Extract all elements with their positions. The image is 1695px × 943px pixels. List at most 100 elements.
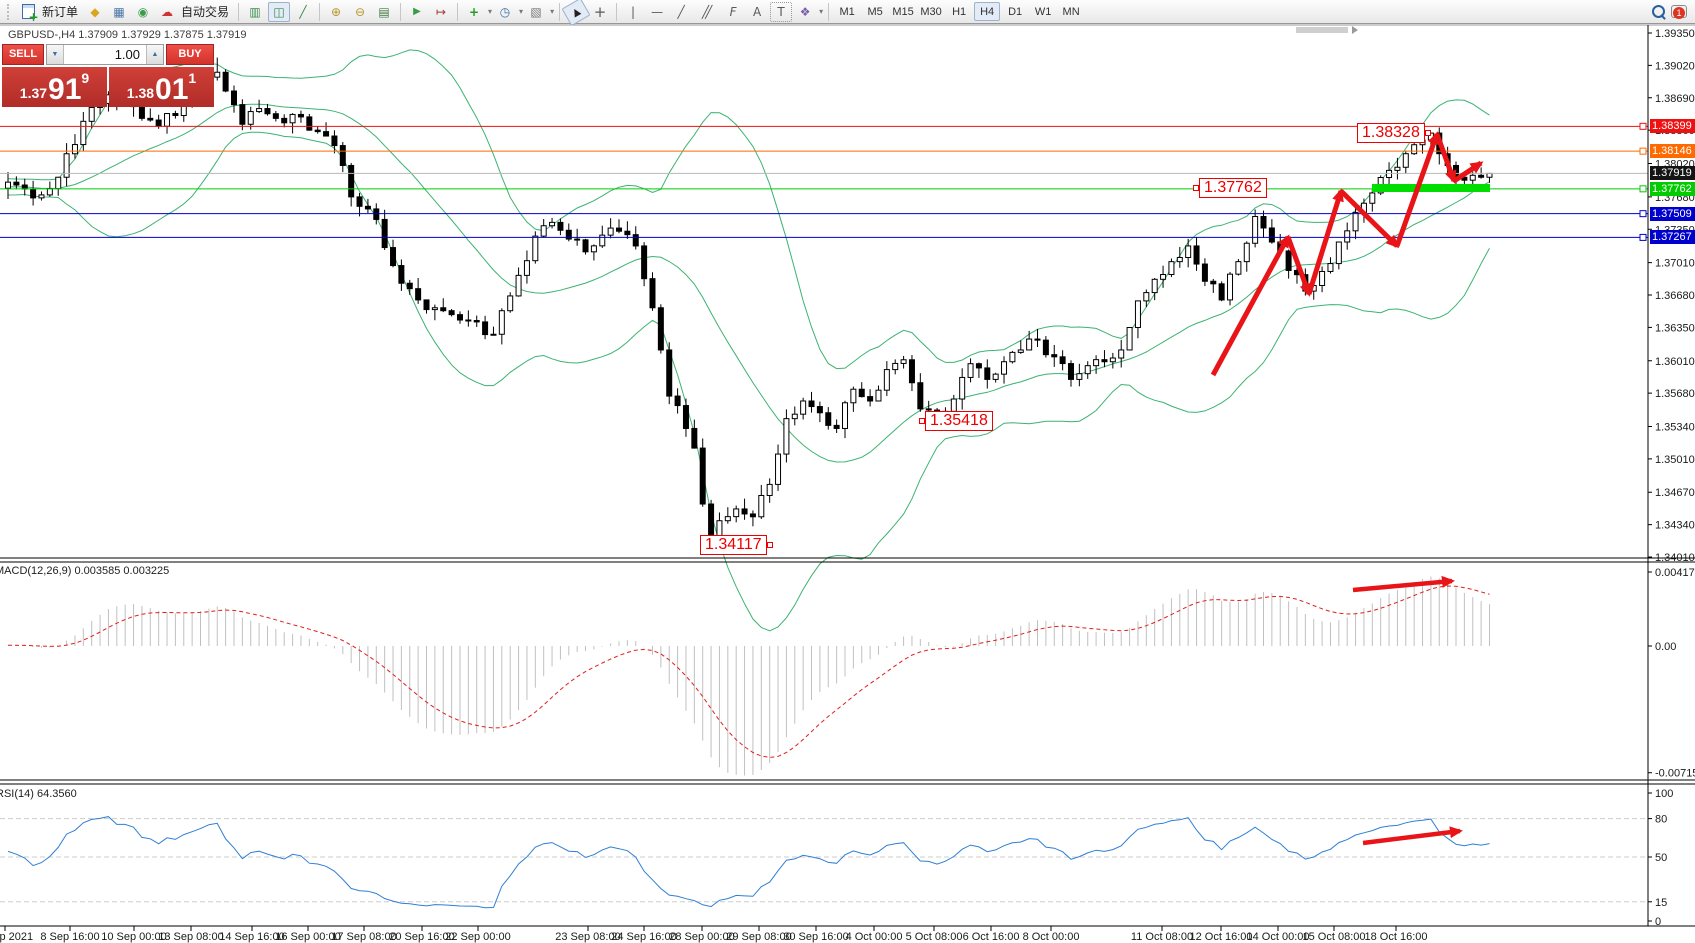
rsi-trend-arrow[interactable]: [1362, 826, 1463, 846]
profiles-icon[interactable]: ▦: [113, 4, 125, 19]
candle-body: [992, 373, 999, 380]
trend-zigzag-arrow[interactable]: [1434, 133, 1457, 184]
candle-body: [348, 164, 355, 198]
timeframe-button-W1[interactable]: W1: [1034, 5, 1052, 18]
timeframe-button-H4[interactable]: H4: [974, 2, 1001, 21]
sell-price-pip: 9: [81, 70, 90, 86]
buy-price-display[interactable]: 1.38 01 1: [109, 67, 214, 107]
candle-body: [356, 196, 363, 207]
chart-shift-icon[interactable]: ↦: [436, 4, 447, 19]
candle-body: [1411, 144, 1418, 155]
trend-zigzag-arrow[interactable]: [1210, 234, 1291, 377]
arrows-dropdown[interactable]: ▾: [819, 7, 824, 16]
candle-body: [917, 382, 924, 410]
cursor-tool-icon[interactable]: ▲: [561, 0, 591, 26]
candle-body: [1394, 166, 1401, 171]
timeframe-button-M30[interactable]: M30: [920, 5, 942, 18]
zoom-out-icon[interactable]: ⊖: [355, 4, 366, 19]
price-axis-label: 1.38360: [1655, 125, 1695, 137]
notification-badge[interactable]: 1: [1673, 7, 1685, 19]
candle-body: [925, 408, 932, 411]
candle-body: [155, 119, 162, 127]
sell-price-big: 91: [48, 73, 82, 106]
candle-body: [63, 153, 70, 178]
time-axis-label: 23 Sep 08:00: [555, 931, 620, 943]
candlestick-mode-icon[interactable]: ◫: [268, 1, 291, 22]
zoom-in-icon[interactable]: ⊕: [331, 4, 342, 19]
vertical-line-tool-icon[interactable]: |: [631, 4, 636, 19]
signals-icon[interactable]: ◉: [137, 4, 149, 19]
price-axis-label: 1.37010: [1655, 258, 1695, 270]
main-toolbar: 新订单 ◆ ▦ ◉ ☁ 自动交易 ▥ ◫ ╱ ⊕ ⊖ ▤ ▶ ↦ + ▾ ◷ ▾ ▧…: [0, 0, 1695, 26]
periods-clock-icon[interactable]: ◷: [499, 4, 511, 19]
new-order-label[interactable]: 新订单: [42, 5, 79, 19]
candle-body: [532, 235, 539, 262]
macd-axis-label: 0.00: [1655, 641, 1676, 653]
volume-decrease-button[interactable]: ▼: [47, 45, 64, 64]
candle-body: [800, 400, 807, 415]
add-indicator-icon[interactable]: +: [469, 4, 480, 19]
timeframe-button-H1[interactable]: H1: [952, 5, 967, 18]
timeframe-button-M1[interactable]: M1: [839, 5, 855, 18]
sell-price-display[interactable]: 1.37 91 9: [2, 67, 107, 107]
horizontal-line-tool-icon[interactable]: —: [651, 4, 664, 19]
new-order-button[interactable]: [17, 2, 39, 24]
trend-zigzag-arrow[interactable]: [1306, 188, 1344, 295]
search-icon[interactable]: [1652, 5, 1665, 18]
candle-body: [934, 409, 941, 420]
buy-button[interactable]: BUY: [166, 44, 214, 65]
candle-body: [783, 418, 790, 455]
trend-zigzag-arrow[interactable]: [1285, 236, 1312, 297]
templates-icon[interactable]: ▧: [530, 4, 542, 19]
candle-body: [264, 108, 271, 115]
text-label-tool-icon[interactable]: T: [770, 1, 793, 22]
trend-zigzag-arrow[interactable]: [1452, 160, 1484, 184]
candle-body: [297, 113, 304, 118]
add-indicator-dropdown[interactable]: ▾: [488, 7, 493, 16]
bar-chart-mode-icon[interactable]: ▥: [249, 4, 261, 19]
candle-body: [431, 307, 438, 311]
arrows-tool-icon[interactable]: ❖: [799, 4, 811, 19]
volume-value[interactable]: 1.00: [114, 47, 140, 62]
candle-body: [1026, 338, 1033, 351]
time-axis-label: 4 Oct 00:00: [846, 931, 903, 943]
candle-body: [1335, 241, 1342, 265]
timeframe-button-D1[interactable]: D1: [1008, 5, 1023, 18]
timeframe-button-M5[interactable]: M5: [867, 5, 883, 18]
candle-body: [766, 483, 773, 496]
candle-body: [381, 218, 388, 249]
candle-body: [473, 320, 480, 323]
candle-body: [775, 453, 782, 485]
channel-tool-icon[interactable]: ╱╱: [701, 4, 712, 19]
separator: [400, 2, 402, 21]
trendline-tool-icon[interactable]: ╱: [677, 4, 685, 19]
crosshair-tool-icon[interactable]: +: [593, 2, 607, 21]
trend-zigzag-arrow[interactable]: [1339, 189, 1400, 249]
autotrading-label[interactable]: 自动交易: [181, 5, 230, 19]
volume-increase-button[interactable]: ▲: [146, 45, 163, 64]
candle-body: [5, 181, 11, 189]
candle-body: [1386, 169, 1393, 179]
macd-trend-arrow[interactable]: [1352, 575, 1455, 593]
timeframe-button-M15[interactable]: M15: [892, 5, 914, 18]
auto-scroll-icon[interactable]: ▶: [413, 6, 421, 17]
sell-button[interactable]: SELL: [2, 44, 44, 65]
fibonacci-tool-icon[interactable]: F: [729, 4, 737, 19]
candle-body: [825, 412, 832, 426]
tile-windows-icon[interactable]: ▤: [378, 4, 390, 19]
styler-icon[interactable]: ◆: [90, 4, 100, 19]
timeframe-group: M1 M5 M15 M30 H1 H4 D1 W1 MN: [834, 2, 1084, 21]
separator: [616, 2, 618, 21]
trend-zigzag-arrow[interactable]: [1394, 131, 1440, 247]
candle-body: [1201, 263, 1208, 282]
text-tool-icon[interactable]: A: [752, 4, 762, 19]
line-chart-mode-icon[interactable]: ╱: [299, 4, 307, 19]
price-axis-label: 1.34670: [1655, 487, 1695, 499]
support-zone-rectangle[interactable]: [1372, 184, 1490, 192]
periods-dropdown[interactable]: ▾: [519, 7, 524, 16]
timeframe-button-MN[interactable]: MN: [1062, 5, 1080, 18]
candle-body: [674, 395, 681, 407]
autotrading-icon[interactable]: ☁: [161, 4, 174, 19]
templates-dropdown[interactable]: ▾: [550, 7, 555, 16]
